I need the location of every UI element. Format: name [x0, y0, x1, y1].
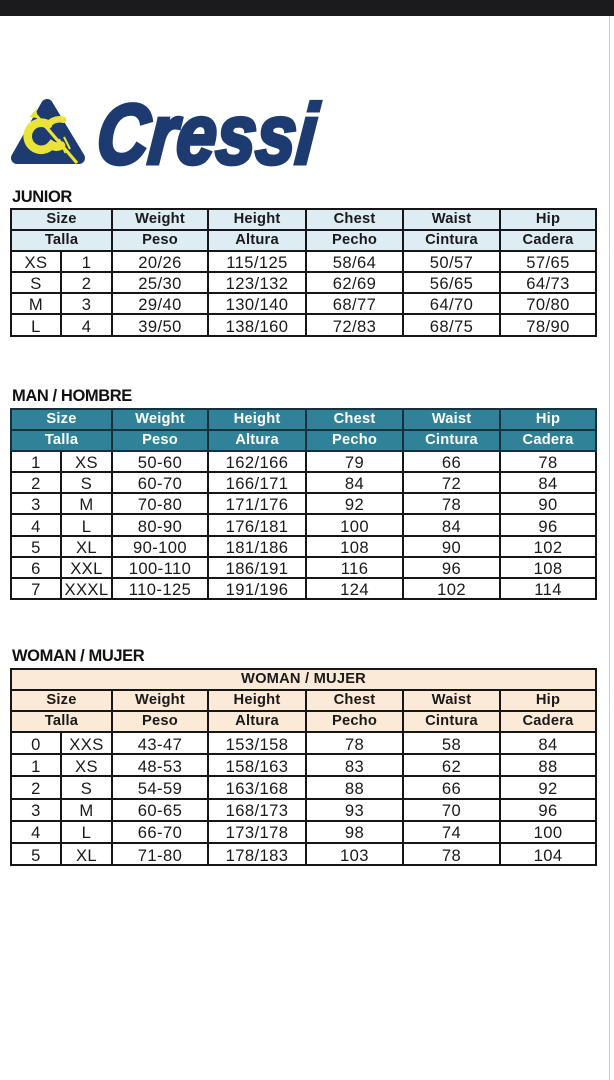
svg-text:Cressi: Cressi: [93, 88, 322, 180]
